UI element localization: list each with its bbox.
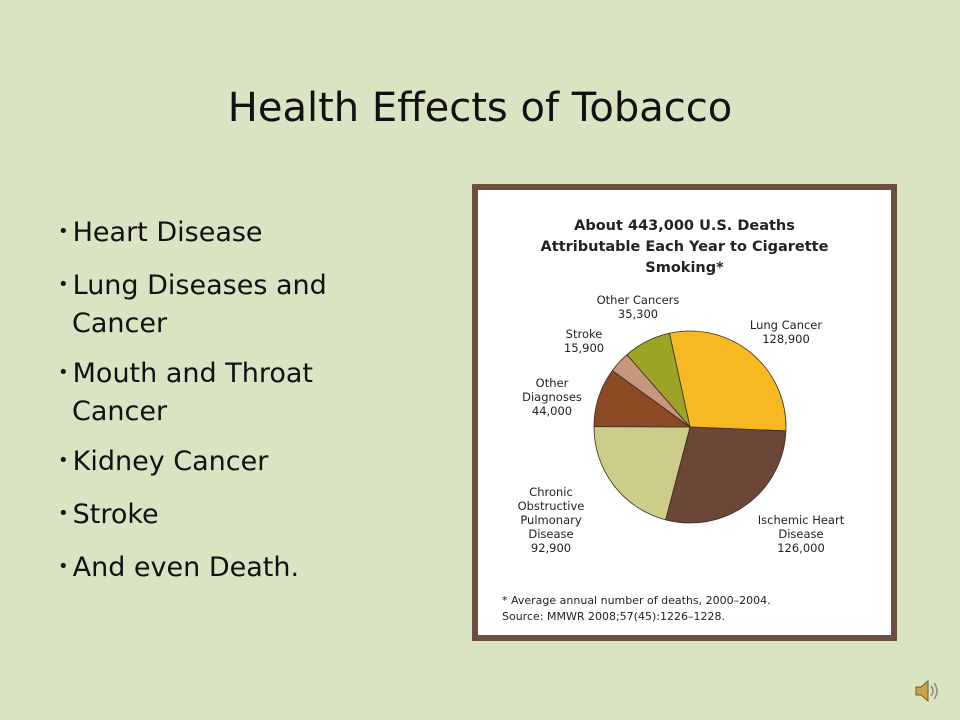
pie-slice: [665, 426, 787, 524]
footnote: * Average annual number of deaths, 2000–…: [502, 594, 771, 607]
pie-slice: [668, 330, 787, 432]
value-label: 44,000: [531, 404, 573, 418]
value-label: 128,900: [762, 332, 810, 346]
chart-frame: About 443,000 U.S. Deaths Attributable E…: [472, 184, 897, 641]
speaker-icon[interactable]: [912, 676, 942, 706]
value-label: 15,900: [563, 341, 605, 355]
value-label: 92,900: [530, 541, 572, 555]
pie-slice: [626, 332, 691, 428]
slice-label: Chronic Obstructive Pulmonary Disease 92,…: [506, 485, 596, 555]
category-name: Other Diagnoses: [522, 376, 582, 404]
bullet: And even Death.: [58, 550, 358, 588]
bullet: Mouth and Throat Cancer: [58, 356, 358, 429]
category-name: Chronic Obstructive Pulmonary Disease: [517, 485, 585, 541]
slide-title: Health Effects of Tobacco: [227, 85, 733, 131]
slice-label: Other Diagnoses 44,000: [512, 376, 592, 418]
category-name: Ischemic Heart Disease: [757, 513, 845, 541]
bullet: Lung Diseases and Cancer: [58, 268, 358, 341]
bullet: Stroke: [58, 497, 358, 535]
pie-chart: [593, 330, 787, 524]
value-label: 35,300: [617, 307, 659, 321]
bullet: Heart Disease: [58, 215, 358, 253]
slice-label: Stroke 15,900: [554, 327, 614, 355]
category-name: Other Cancers: [596, 293, 680, 307]
value-label: 126,000: [777, 541, 825, 555]
pie-slice: [593, 426, 691, 521]
slice-label: Other Cancers 35,300: [588, 293, 688, 321]
source: Source: MMWR 2008;57(45):1226–1228.: [502, 610, 725, 623]
slice-label: Ischemic Heart Disease 126,000: [746, 513, 856, 555]
category-name: Lung Cancer: [749, 318, 823, 332]
bullet-list: Heart Disease Lung Diseases and Cancer Mou…: [58, 215, 358, 603]
chart-title: About 443,000 U.S. Deaths Attributable E…: [540, 218, 829, 276]
bullet: Kidney Cancer: [58, 444, 358, 482]
slice-label: Lung Cancer 128,900: [736, 318, 836, 346]
category-name: Stroke: [565, 327, 603, 341]
